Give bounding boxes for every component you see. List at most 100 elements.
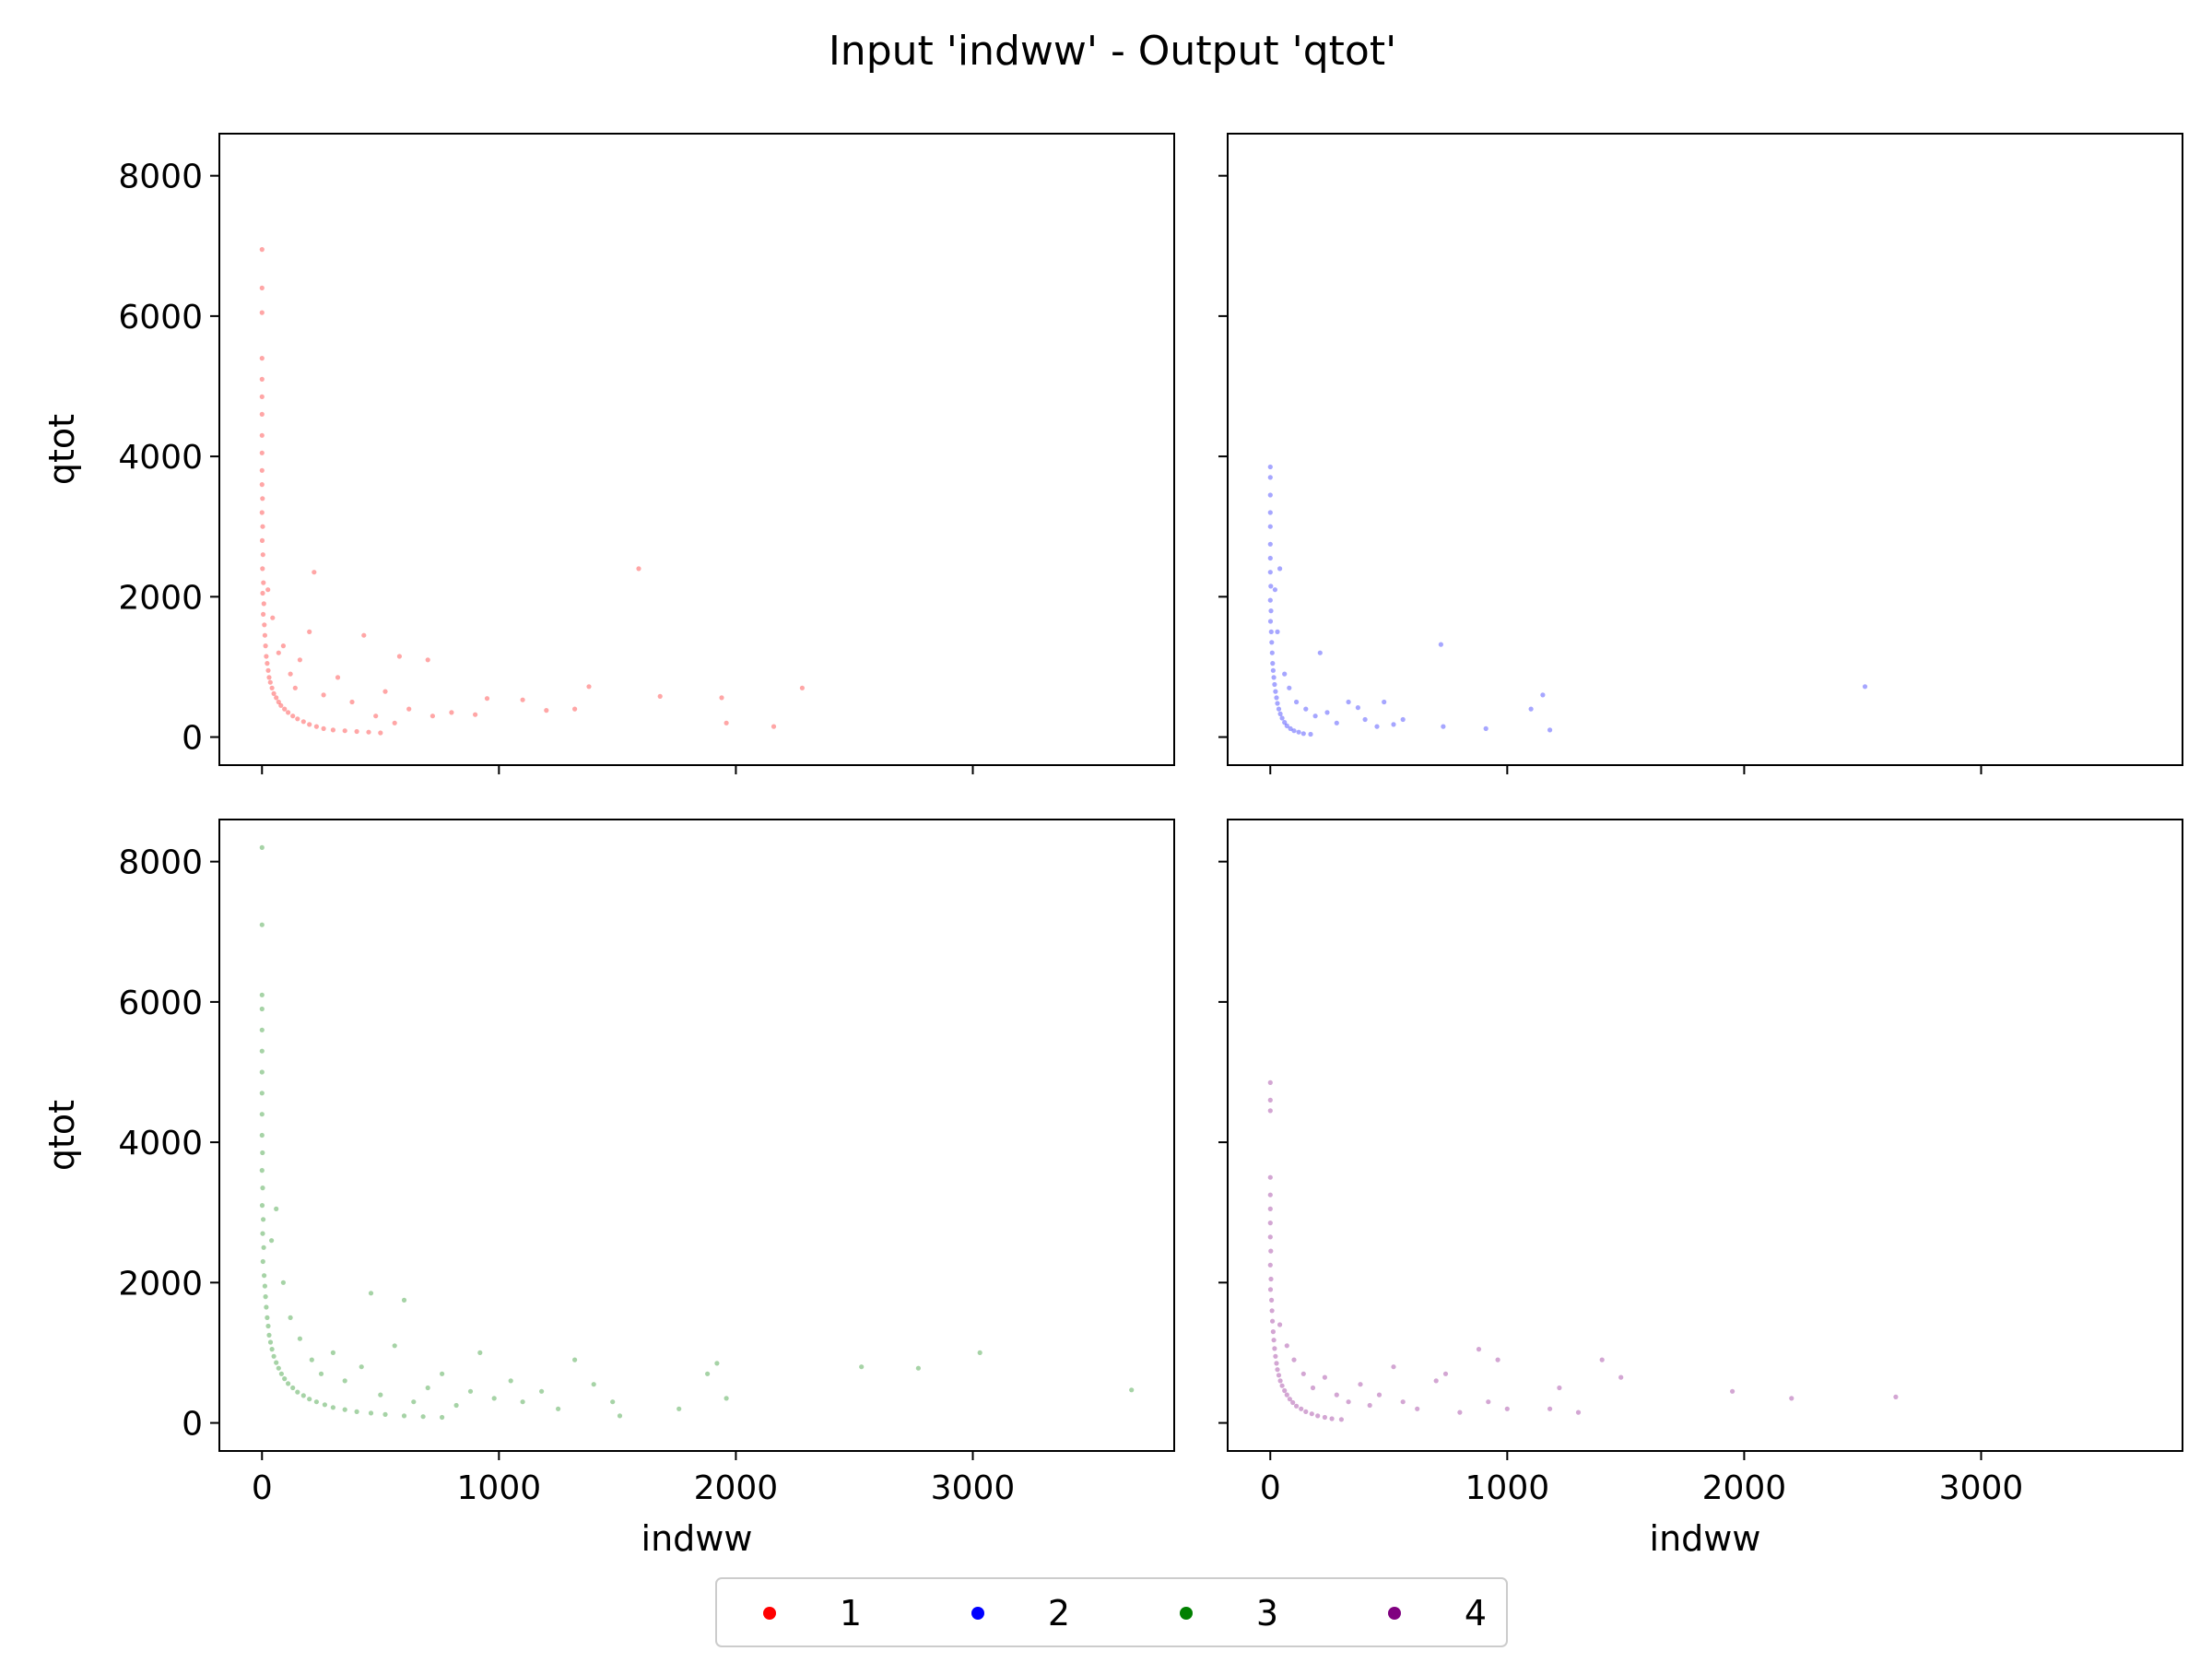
scatter-point <box>1268 629 1274 635</box>
scatter-point <box>260 1150 265 1156</box>
scatter-point <box>1376 1392 1382 1398</box>
scatter-point <box>349 699 355 705</box>
scatter-point <box>1267 541 1273 547</box>
scatter-point <box>354 728 359 735</box>
scatter-point <box>1268 1276 1274 1282</box>
scatter-point <box>259 510 265 515</box>
scatter-point <box>1287 1397 1292 1402</box>
scatter-point <box>259 432 265 438</box>
scatter-point <box>1296 729 1301 735</box>
scatter-point <box>335 675 341 680</box>
scatter-point <box>286 1381 291 1386</box>
scatter-point <box>1129 1387 1135 1393</box>
scatter-point <box>1438 642 1443 647</box>
scatter-point <box>382 689 388 694</box>
scatter-point <box>261 1217 266 1222</box>
scatter-point <box>1275 701 1280 706</box>
scatter-point <box>915 1365 922 1371</box>
scatter-point <box>1433 1378 1439 1384</box>
scatter-point <box>1528 706 1534 712</box>
scatter-point <box>1400 1399 1406 1405</box>
scatter-point <box>1267 1097 1273 1103</box>
scatter-point <box>1382 699 1387 705</box>
scatter-point <box>1789 1396 1794 1401</box>
scatter-point <box>259 356 265 361</box>
scatter-point <box>440 1414 445 1421</box>
scatter-point <box>266 1332 272 1338</box>
scatter-point <box>265 1315 270 1320</box>
scatter-point <box>262 1273 267 1279</box>
scatter-point <box>572 706 578 712</box>
scatter-point <box>1329 1416 1335 1421</box>
scatter-point <box>1273 1353 1278 1359</box>
scatter-point <box>1276 1373 1282 1378</box>
scatter-point <box>309 1357 314 1362</box>
scatter-point <box>271 690 276 697</box>
scatter-point <box>520 697 525 702</box>
scatter-point <box>359 1364 364 1370</box>
scatter-point <box>508 1378 513 1384</box>
scatter-point <box>313 1399 319 1405</box>
scatter-point <box>368 1410 374 1416</box>
scatter-point <box>282 706 288 712</box>
scatter-point <box>705 1371 711 1376</box>
scatter-point <box>263 643 268 649</box>
scatter-point <box>259 411 265 417</box>
scatter-point <box>1557 1385 1562 1391</box>
scatter-point <box>1309 1411 1314 1417</box>
scatter-point <box>261 601 266 607</box>
legend: 1 2 3 4 <box>715 1577 1508 1647</box>
scatter-point <box>1267 597 1273 603</box>
scatter-point <box>261 580 266 585</box>
scatter-point <box>274 1206 279 1211</box>
scatter-point <box>1269 640 1275 645</box>
scatter-point <box>1268 584 1274 589</box>
scatter-point <box>724 1396 729 1401</box>
scatter-point <box>1322 1374 1327 1380</box>
scatter-point <box>259 844 265 851</box>
scatter-point <box>342 1378 347 1384</box>
scatter-point <box>1334 1392 1339 1398</box>
scatter-point <box>1310 1385 1316 1391</box>
scatter-point <box>401 1297 407 1303</box>
scatter-point <box>1442 1371 1449 1376</box>
scatter-point <box>1324 710 1330 715</box>
x-tick-label: 1000 <box>457 1469 542 1507</box>
scatter-point <box>260 566 265 572</box>
legend-label: 3 <box>1256 1593 1278 1634</box>
scatter-point <box>270 615 276 620</box>
scatter-point <box>307 1397 312 1402</box>
scatter-point <box>378 730 383 736</box>
y-tick-label: 0 <box>182 720 203 758</box>
scatter-point <box>264 1304 269 1310</box>
scatter-point <box>262 632 267 638</box>
scatter-point <box>724 720 729 725</box>
scatter-point <box>260 552 265 558</box>
scatter-point <box>266 675 272 680</box>
scatter-point <box>1267 1079 1273 1085</box>
scatter-point <box>259 482 265 488</box>
scatter-point <box>1276 706 1282 712</box>
scatter-point <box>977 1350 982 1355</box>
scatter-point <box>1272 1346 1277 1351</box>
scatter-point <box>1274 1361 1279 1366</box>
panel-bottom-right: 0 1000 2000 3000 indww <box>1218 819 2183 1559</box>
scatter-point <box>1322 1414 1327 1421</box>
scatter-point <box>556 1406 561 1411</box>
scatter-point <box>307 629 312 635</box>
scatter-point <box>366 729 371 735</box>
scatter-point <box>1540 692 1546 698</box>
scatter-point <box>290 714 296 719</box>
scatter-point <box>440 1371 445 1376</box>
scatter-point <box>269 685 275 690</box>
scatter-point <box>1267 1108 1273 1114</box>
scatter-point <box>1358 1382 1363 1387</box>
scatter-point <box>282 1376 288 1382</box>
scatter-point <box>1294 1403 1300 1409</box>
scatter-point <box>453 1402 459 1409</box>
scatter-point <box>342 1407 347 1412</box>
panel-top-left: 0 2000 4000 6000 8000 qtot <box>41 133 1175 774</box>
scatter-point <box>259 1069 265 1075</box>
scatter-point <box>321 692 326 698</box>
